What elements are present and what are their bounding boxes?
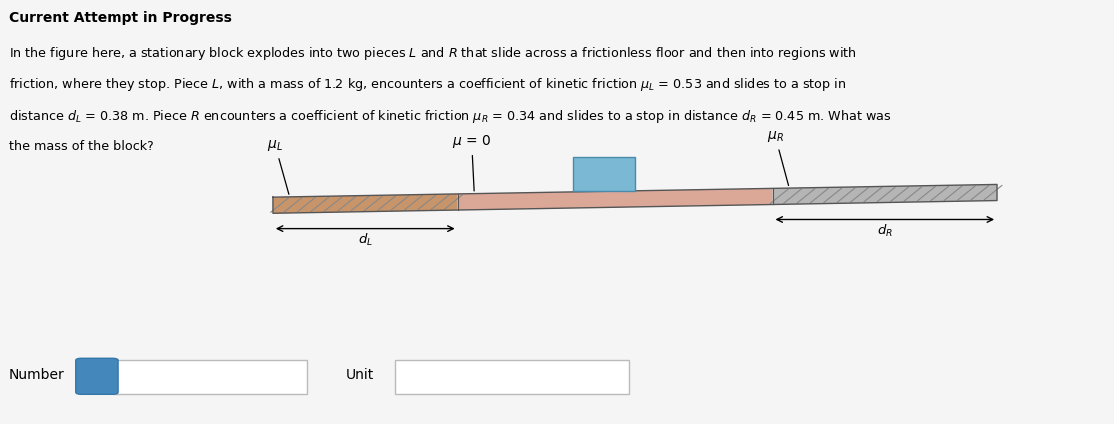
Text: distance $d_L$ = 0.38 m. Piece $R$ encounters a coefficient of kinetic friction : distance $d_L$ = 0.38 m. Piece $R$ encou… <box>9 108 891 125</box>
Text: $\mu$ = 0: $\mu$ = 0 <box>452 133 491 191</box>
Text: Number: Number <box>9 368 65 382</box>
FancyBboxPatch shape <box>76 358 118 394</box>
Text: the mass of the block?: the mass of the block? <box>9 140 154 153</box>
Text: friction, where they stop. Piece $L$, with a mass of 1.2 kg, encounters a coeffi: friction, where they stop. Piece $L$, wi… <box>9 76 847 93</box>
Text: v: v <box>609 371 616 384</box>
Text: $d_R$: $d_R$ <box>877 223 892 239</box>
Text: i: i <box>95 369 99 383</box>
Text: $\mu_L$: $\mu_L$ <box>267 138 289 194</box>
FancyBboxPatch shape <box>395 360 629 394</box>
Text: Current Attempt in Progress: Current Attempt in Progress <box>9 11 232 25</box>
Text: $\mu_R$: $\mu_R$ <box>766 129 789 186</box>
Text: In the figure here, a stationary block explodes into two pieces $L$ and $R$ that: In the figure here, a stationary block e… <box>9 45 857 61</box>
Text: Unit: Unit <box>345 368 373 382</box>
Polygon shape <box>458 188 773 210</box>
Bar <box>574 157 635 191</box>
Polygon shape <box>273 194 458 213</box>
Polygon shape <box>773 184 997 204</box>
Text: $d_L$: $d_L$ <box>358 232 373 248</box>
FancyBboxPatch shape <box>113 360 307 394</box>
